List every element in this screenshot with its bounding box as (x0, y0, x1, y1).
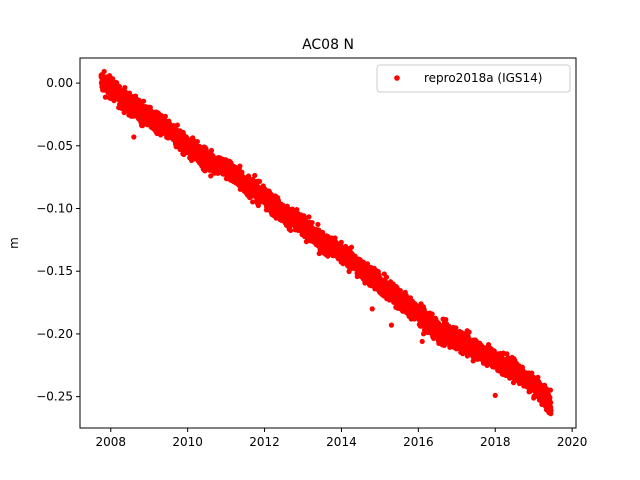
data-point (256, 178, 263, 185)
y-tick-label: −0.10 (36, 202, 73, 216)
data-point (527, 385, 533, 391)
data-point (174, 122, 180, 128)
x-tick-label: 2016 (403, 435, 434, 449)
data-point (122, 89, 129, 95)
data-point (102, 94, 108, 100)
chart-title: AC08 N (302, 37, 354, 53)
data-point (250, 199, 256, 205)
data-point (364, 261, 371, 267)
data-point (194, 138, 200, 145)
x-tick-label: 2018 (480, 435, 511, 449)
y-tick-label: −0.15 (36, 264, 73, 278)
data-point (419, 338, 425, 345)
data-point (122, 85, 128, 91)
x-tick-label: 2014 (326, 435, 357, 449)
data-point (306, 214, 312, 220)
data-point (237, 163, 243, 169)
data-point (140, 98, 147, 104)
data-point (208, 147, 215, 154)
data-point (101, 68, 107, 75)
data-point (131, 134, 137, 140)
plot-frame (79, 57, 577, 429)
data-point (466, 329, 472, 335)
y-tick-label: 0.00 (46, 76, 73, 90)
legend-label: repro2018a (IGS14) (424, 71, 542, 85)
y-tick-label: −0.25 (36, 390, 73, 404)
data-point (309, 220, 315, 226)
data-point (369, 306, 375, 312)
y-axis: 0.00 −0.05 −0.10 −0.15 −0.20 −0.25 (36, 76, 80, 404)
x-tick-label: 2012 (249, 435, 280, 449)
data-point (388, 322, 395, 328)
data-point (547, 387, 554, 393)
data-point (361, 276, 368, 282)
data-point (223, 159, 229, 165)
data-point (239, 169, 245, 175)
data-point (477, 353, 483, 360)
data-point (492, 392, 498, 398)
data-point (289, 206, 296, 212)
data-point (546, 409, 552, 415)
data-point (338, 239, 344, 245)
data-point (547, 394, 553, 401)
data-point (450, 341, 456, 347)
data-point (288, 227, 294, 234)
x-tick-label: 2010 (172, 435, 203, 449)
data-point (208, 173, 214, 179)
data-point (162, 113, 168, 119)
data-point (383, 274, 390, 280)
legend-marker (394, 75, 400, 81)
data-point (252, 172, 258, 179)
legend: repro2018a (IGS14) (376, 64, 571, 93)
x-axis: 2008 2010 2012 2014 2016 2018 2020 (95, 428, 587, 449)
data-point (348, 244, 355, 250)
data-point (292, 227, 298, 233)
data-point (315, 221, 321, 228)
y-axis-label: m (7, 237, 21, 249)
data-points (98, 68, 554, 417)
data-point (496, 355, 502, 361)
data-point (116, 83, 122, 90)
data-point (429, 311, 435, 317)
data-point (181, 151, 187, 158)
data-point (284, 203, 290, 209)
data-point (548, 399, 554, 406)
y-tick-label: −0.20 (36, 327, 73, 341)
x-tick-label: 2020 (557, 435, 588, 449)
y-tick-label: −0.05 (36, 139, 73, 153)
x-tick-label: 2008 (95, 435, 126, 449)
data-point (294, 207, 300, 213)
data-point (311, 228, 318, 234)
